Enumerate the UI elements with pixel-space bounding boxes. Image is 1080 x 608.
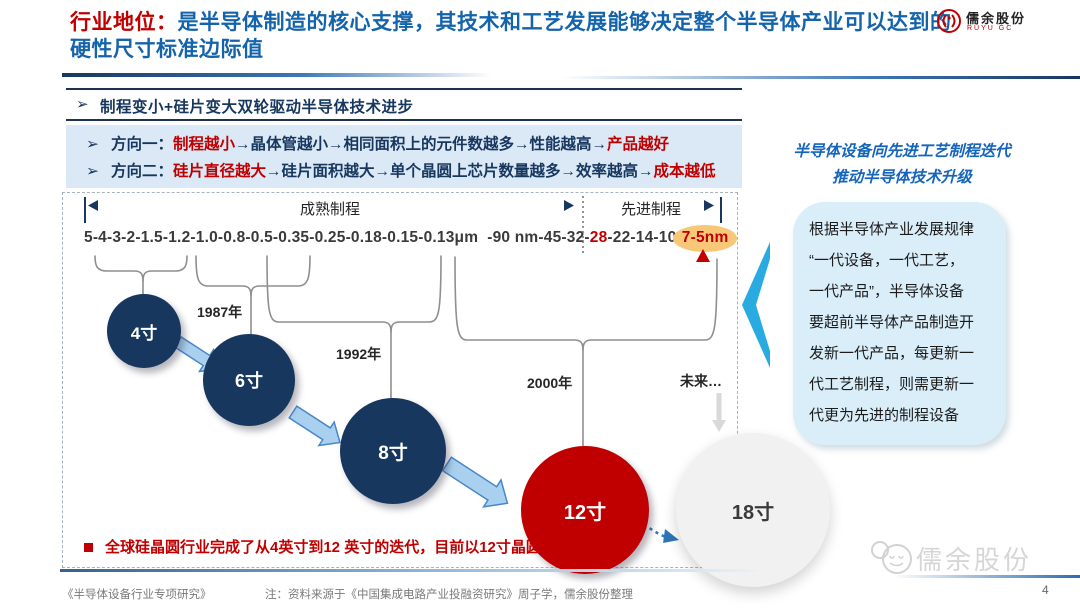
year-label-1987: 1987年 [197, 304, 243, 320]
bullet-square-icon [84, 543, 93, 552]
scale-segment-2: -22-14-10- [607, 229, 682, 246]
title-body-1: 是半导体制造的核心支撑，其技术和工艺发展能够决定整个半导体产业可以达到的 [177, 11, 952, 34]
scale-segment-1: 5-4-3-2-1.5-1.2-1.0-0.8-0.5-0.35-0.25-0.… [84, 229, 590, 246]
direction-bullet-icon: ➢ [86, 136, 99, 153]
insight-bubble [793, 202, 1006, 445]
direction-result: 产品越好 [607, 136, 670, 153]
advanced-process-label: 先进制程 [620, 201, 681, 218]
wafer-label: 12寸 [563, 501, 607, 524]
conclusion-note: 全球硅晶圆行业完成了从4英寸到12 英寸的迭代，目前以12寸晶圆为主 [84, 536, 571, 557]
scale-node-7-5nm-highlight: 7-5nm [672, 225, 738, 252]
direction-label: 方向一： [111, 136, 174, 153]
direction-label: 方向二： [111, 163, 174, 180]
diagram-frame [62, 192, 738, 568]
heading-rule-top [66, 88, 742, 90]
title-divider-right [560, 76, 1080, 79]
wafer-circle-8in: 8寸 [340, 398, 446, 504]
year-label-1992: 1992年 [336, 346, 382, 362]
footer-note: 注：资料来源于《中国集成电路产业投融资研究》周子学，儒余股份整理 [265, 589, 633, 601]
wafer-label: 4寸 [130, 323, 158, 343]
conclusion-text: 全球硅晶圆行业完成了从4英寸到12 英寸的迭代，目前以12寸晶圆为主 [105, 539, 571, 556]
wafer-label: 6寸 [234, 371, 263, 391]
watermark-chat-icon [871, 541, 912, 574]
title-line-2: 硬性尺寸标准边际值 [70, 36, 1030, 63]
footer-divider-right [892, 575, 1080, 578]
directions-box [66, 125, 742, 188]
section-heading: 制程变小+硅片变大双轮驱动半导体技术进步 [100, 99, 414, 116]
page-number: 4 [1042, 583, 1049, 597]
scale-node-28: 28 [589, 229, 608, 246]
direction-lead: 制程越小 [173, 136, 236, 153]
direction-chain: →晶体管越小→相同面积上的元件数越多→性能越高→ [235, 136, 608, 153]
mature-process-label: 成熟制程 [299, 201, 360, 218]
wafer-circle-4in: 4寸 [107, 294, 181, 368]
year-label-2000: 2000年 [527, 375, 573, 391]
title-line-1: 行业地位：是半导体制造的核心支撑，其技术和工艺发展能够决定整个半导体产业可以达到… [70, 9, 1030, 36]
aside-headline: 半导体设备向先进工艺制程迭代 推动半导体技术升级 [793, 143, 1011, 186]
company-logo-icon [937, 9, 961, 33]
direction-row-1: ➢ 方向一：制程越小→晶体管越小→相同面积上的元件数越多→性能越高→产品越好 [86, 132, 669, 154]
wafer-circle-12in: 12寸 [521, 446, 649, 574]
wafer-circle-6in: 6寸 [203, 334, 295, 426]
direction-bullet-icon: ➢ [86, 163, 99, 180]
page-title: 行业地位：是半导体制造的核心支撑，其技术和工艺发展能够决定整个半导体产业可以达到… [70, 9, 1030, 63]
title-divider-left [62, 73, 492, 77]
logo-subtext: RUYU GC [967, 25, 1014, 32]
direction-lead: 硅片直径越大 [173, 163, 267, 180]
wafer-label: 8寸 [378, 442, 408, 464]
direction-row-2: ➢ 方向二：硅片直径越大→硅片面积越大→单个晶圆上芯片数量越多→效率越高→成本越低 [86, 159, 716, 181]
heading-bullet-icon: ➢ [76, 96, 89, 113]
wafer-circle-18in: 18寸 [676, 433, 830, 587]
heading-rule-bottom [66, 119, 742, 121]
watermark-text: 儒余股份 [916, 545, 1033, 575]
insight-bubble-text: 根据半导体产业发展规律 “一代设备，一代工艺， 一代产品”，半导体设备 要超前半… [809, 221, 975, 424]
process-node-scale: 5-4-3-2-1.5-1.2-1.0-0.8-0.5-0.35-0.25-0.… [84, 225, 738, 252]
footer-divider-left [60, 569, 756, 572]
title-topic: 行业地位： [70, 11, 178, 34]
wafer-label: 18寸 [731, 501, 775, 524]
direction-result: 成本越低 [653, 163, 716, 180]
year-label-future: 未来… [680, 373, 722, 389]
footer-source: 《半导体设备行业专项研究》 [62, 589, 212, 601]
chevron-left-arrow-icon [742, 242, 770, 368]
title-body-2: 硬性尺寸标准边际值 [70, 38, 264, 61]
direction-chain: →硅片面积越大→单个晶圆上芯片数量越多→效率越高→ [266, 163, 654, 180]
logo-text: 儒余股份 [966, 11, 1027, 26]
